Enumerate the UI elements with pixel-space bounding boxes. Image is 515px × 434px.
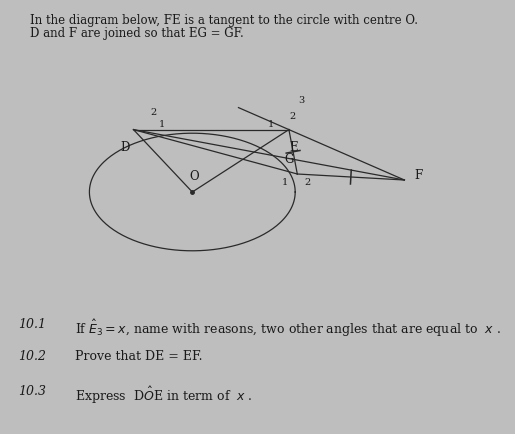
Text: 2: 2: [304, 178, 311, 187]
Text: O: O: [190, 170, 199, 183]
Text: Express  D$\hat{O}$E in term of  $x$ .: Express D$\hat{O}$E in term of $x$ .: [75, 384, 253, 405]
Text: 1: 1: [159, 120, 165, 129]
Text: 2: 2: [290, 112, 296, 121]
Text: In the diagram below, FE is a tangent to the circle with centre O.: In the diagram below, FE is a tangent to…: [30, 14, 418, 27]
Text: 1: 1: [268, 120, 274, 129]
Text: 10.1: 10.1: [18, 317, 46, 330]
Text: 10.3: 10.3: [18, 384, 46, 397]
Text: G: G: [284, 153, 294, 166]
Text: 2: 2: [150, 108, 157, 117]
Text: D and F are joined so that EG = GF.: D and F are joined so that EG = GF.: [30, 27, 244, 40]
Text: 3: 3: [298, 96, 304, 105]
Text: If $\hat{E}_3 = x$, name with reasons, two other angles that are equal to  $x$ .: If $\hat{E}_3 = x$, name with reasons, t…: [75, 317, 501, 338]
Text: 1: 1: [282, 178, 288, 187]
Text: 10.2: 10.2: [18, 349, 46, 362]
Text: D: D: [121, 140, 130, 153]
Text: E: E: [289, 140, 298, 153]
Text: Prove that DE = EF.: Prove that DE = EF.: [75, 349, 202, 362]
Text: F: F: [415, 169, 423, 182]
